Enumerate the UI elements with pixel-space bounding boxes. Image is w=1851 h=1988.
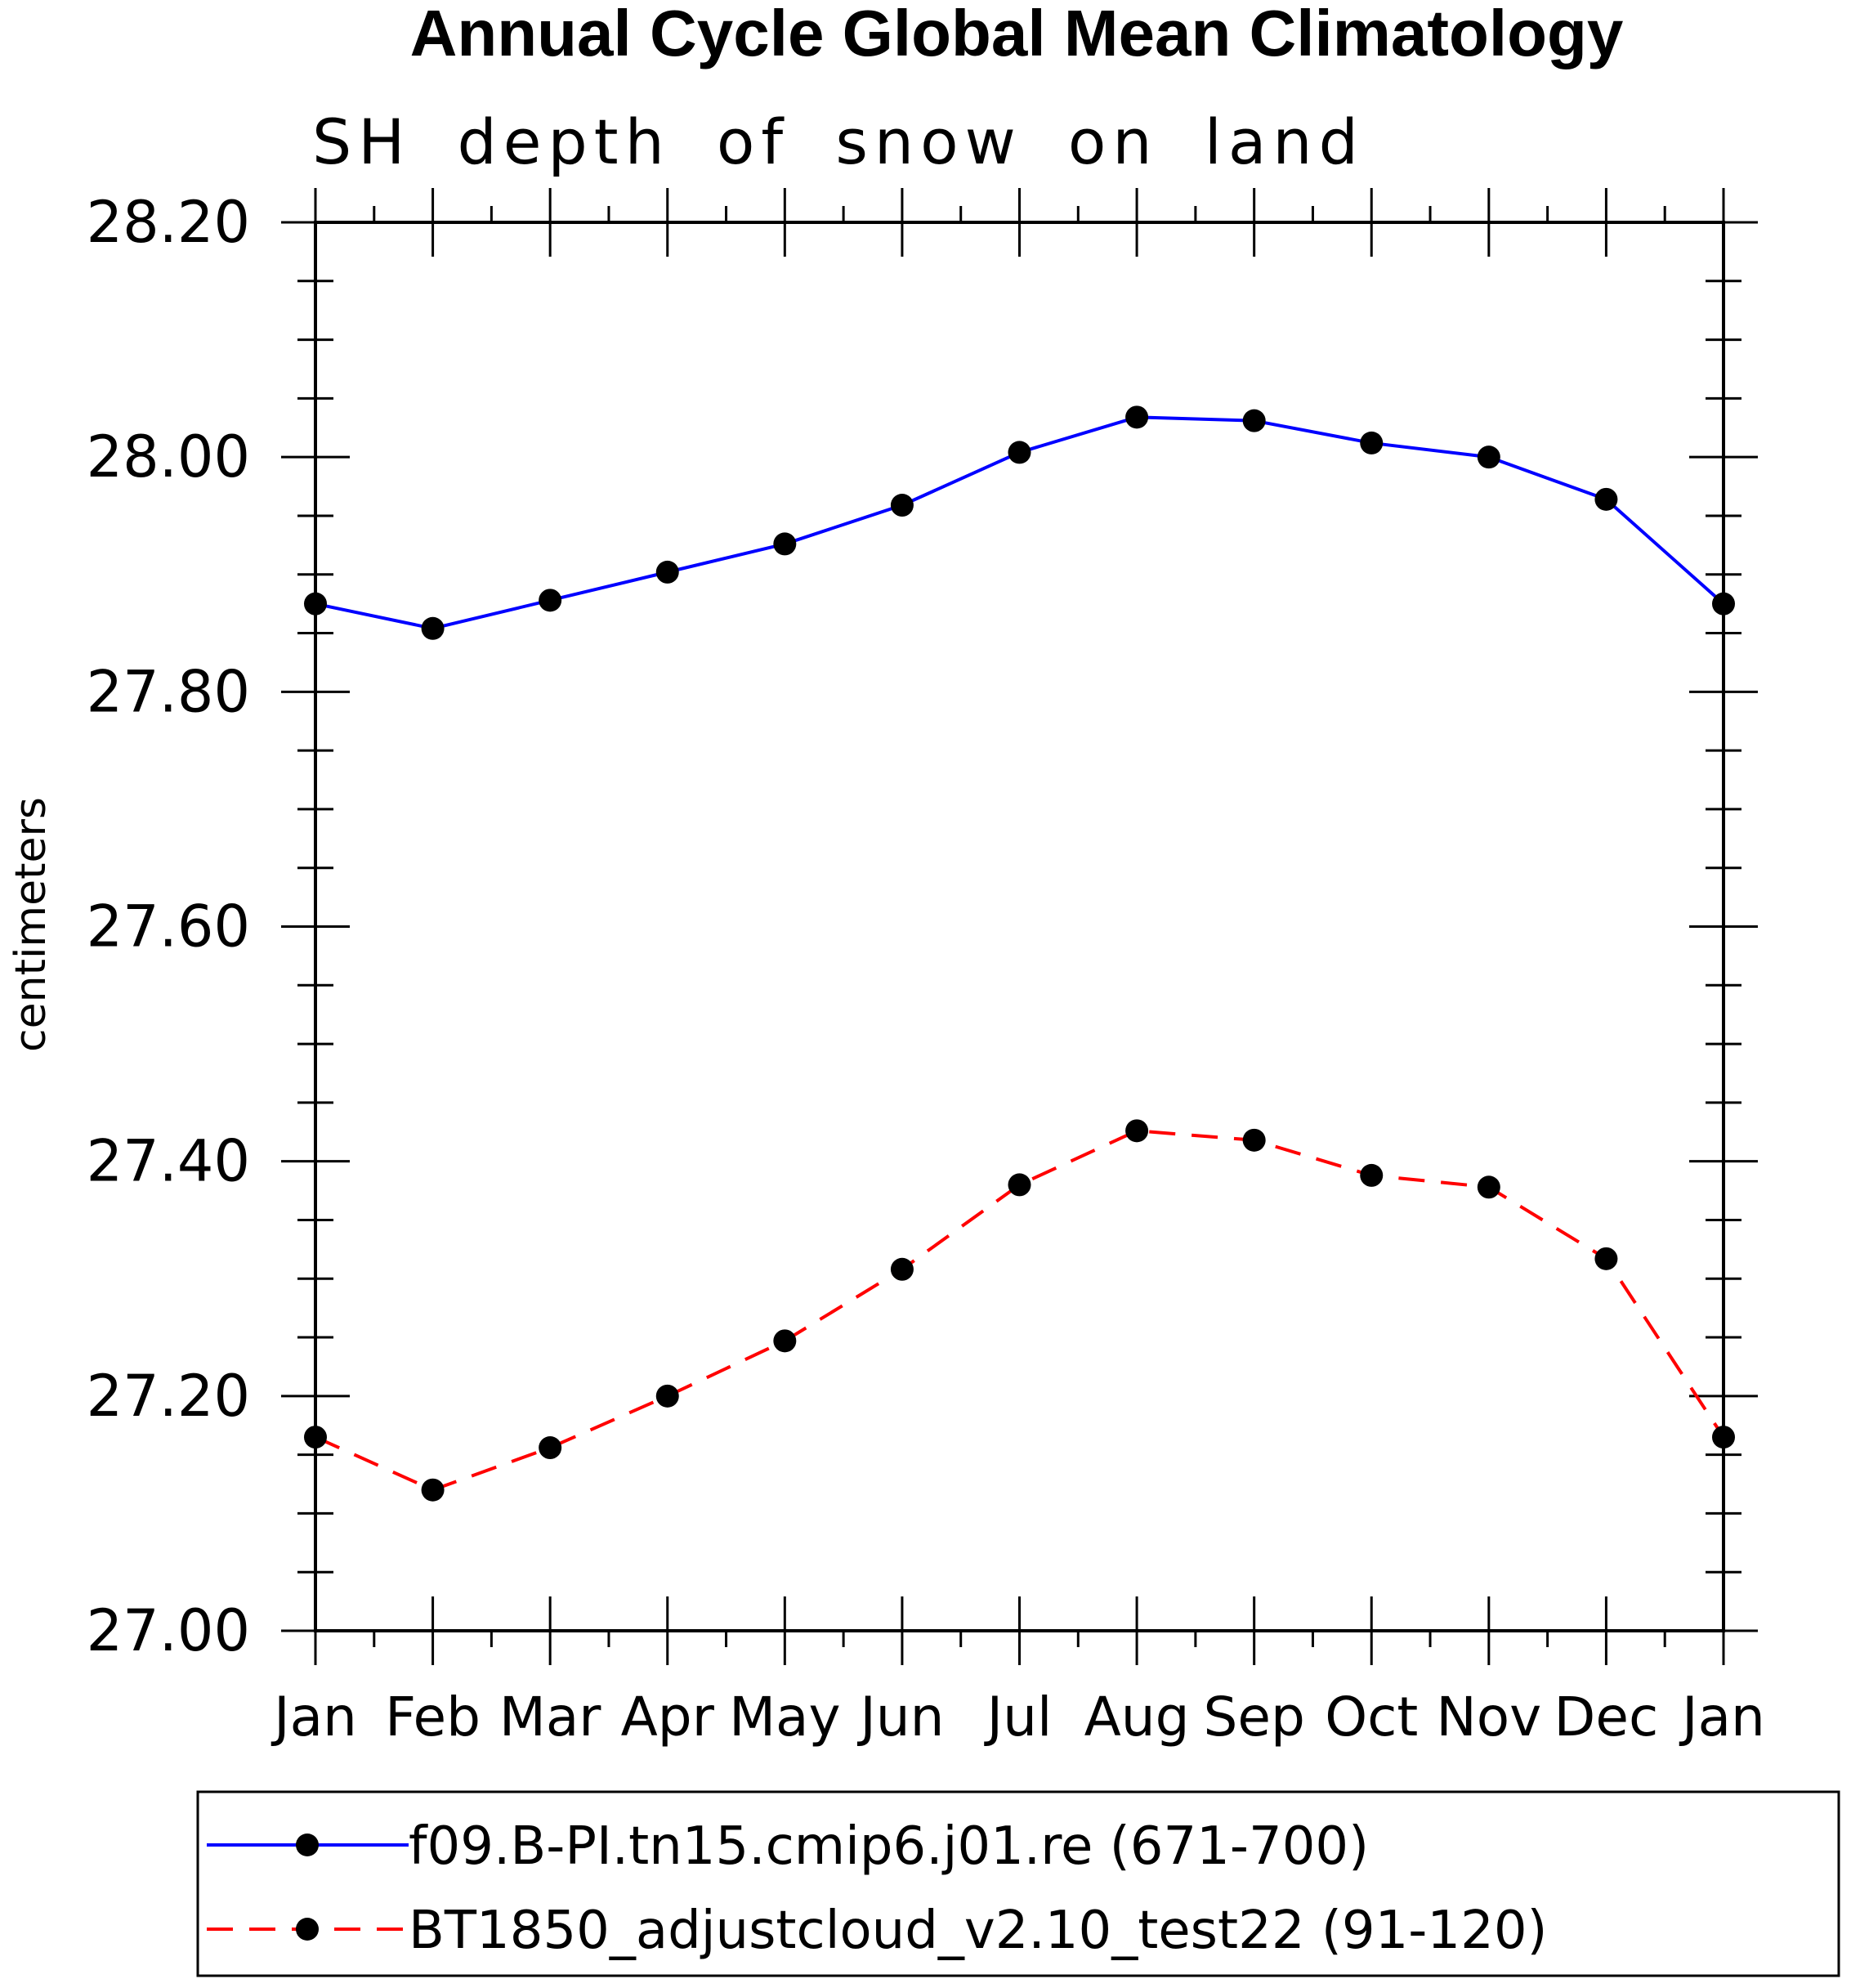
y-tick-label: 27.40: [87, 1128, 250, 1195]
series-layer: [304, 405, 1735, 1502]
data-point: [539, 1436, 562, 1460]
x-tick-label: Jan: [270, 1686, 357, 1748]
data-point: [1125, 405, 1149, 429]
legend: f09.B-PI.tn15.cmip6.j01.re (671-700) BT1…: [196, 1790, 1840, 1977]
y-tick-label: 28.00: [87, 423, 250, 490]
legend-marker-1: [296, 1834, 319, 1856]
data-point: [421, 616, 445, 640]
minor-ticks: [297, 206, 1741, 1647]
data-point: [304, 1426, 327, 1449]
x-tick-label: Feb: [385, 1686, 481, 1748]
data-point: [1477, 446, 1500, 469]
series-1: [304, 405, 1735, 640]
y-tick-labels: 27.00 27.20 27.40 27.60 27.80 28.00 28.20: [87, 189, 250, 1664]
x-tick-label: Aug: [1084, 1686, 1190, 1748]
data-point: [1242, 1128, 1266, 1152]
data-point: [1712, 1426, 1735, 1449]
data-point: [1594, 487, 1618, 511]
x-tick-label: Jan: [1679, 1686, 1765, 1748]
legend-label-1: f09.B-PI.tn15.cmip6.j01.re (671-700): [409, 1816, 1369, 1877]
y-axis-label: centimeters: [7, 797, 56, 1052]
legend-label-2: BT1850_adjustcloud_v2.10_test22 (91-120): [409, 1901, 1548, 1961]
data-point: [890, 494, 914, 517]
series-2: [304, 1119, 1735, 1502]
x-tick-label: Nov: [1436, 1686, 1541, 1748]
data-point: [1360, 1163, 1384, 1187]
data-point: [773, 532, 797, 556]
y-tick-label: 27.20: [87, 1363, 250, 1430]
data-point: [655, 560, 679, 584]
plot-frame: [314, 221, 1725, 1632]
chart-title: Annual Cycle Global Mean Climatology: [410, 0, 1624, 69]
data-point: [1712, 592, 1735, 616]
data-point: [1008, 441, 1031, 464]
legend-entry-2: BT1850_adjustcloud_v2.10_test22 (91-120): [207, 1901, 1548, 1961]
data-point: [421, 1478, 445, 1502]
major-ticks: [281, 188, 1758, 1665]
y-tick-label: 27.60: [87, 893, 250, 960]
data-point: [1008, 1173, 1031, 1197]
x-tick-label: Dec: [1554, 1686, 1659, 1748]
data-point: [304, 592, 327, 616]
data-point: [890, 1257, 914, 1281]
x-tick-label: Apr: [621, 1686, 715, 1748]
data-point: [1594, 1247, 1618, 1270]
y-tick-label: 28.20: [87, 189, 250, 256]
y-tick-label: 27.00: [87, 1597, 250, 1664]
x-tick-label: Sep: [1203, 1686, 1304, 1748]
data-point: [1125, 1119, 1149, 1143]
data-point: [1360, 431, 1384, 454]
y-tick-label: 27.80: [87, 658, 250, 725]
x-tick-label: Jul: [984, 1686, 1053, 1748]
legend-box: [196, 1790, 1840, 1977]
x-tick-label: May: [729, 1686, 840, 1748]
x-tick-labels: Jan Feb Mar Apr May Jun Jul Aug Sep Oct Nov Dec Jan: [270, 1686, 1765, 1748]
x-tick-label: Jun: [856, 1686, 944, 1748]
data-point: [1477, 1175, 1500, 1199]
legend-marker-2: [296, 1918, 319, 1941]
data-point: [539, 589, 562, 612]
x-tick-label: Mar: [499, 1686, 601, 1748]
data-point: [1242, 409, 1266, 432]
data-point: [773, 1329, 797, 1353]
x-tick-label: Oct: [1325, 1686, 1418, 1748]
chart-subtitle: SH depth of snow on land: [312, 105, 1365, 178]
data-point: [655, 1384, 679, 1408]
legend-entry-1: f09.B-PI.tn15.cmip6.j01.re (671-700): [207, 1816, 1369, 1877]
